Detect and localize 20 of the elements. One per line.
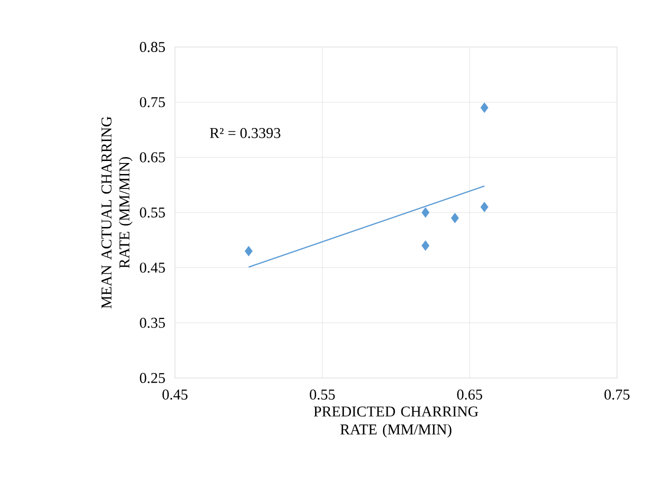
y-tick-label: 0.75 [140, 97, 165, 108]
y-tick-label: 0.85 [140, 42, 165, 52]
y-tick-label: 0.35 [140, 318, 165, 328]
point [422, 207, 430, 218]
y-axis-title: MEAN ACTUAL CHARRING RATE (MM/MIN) [101, 116, 132, 308]
point [480, 202, 488, 212]
y-tick-label: 0.65 [140, 152, 165, 162]
annotation: R² = 0.3393 [210, 128, 280, 138]
point [450, 212, 459, 224]
point [480, 102, 488, 113]
x-tick-label: 0.75 [604, 390, 630, 400]
y-tick-label: 0.25 [140, 372, 165, 384]
y-tick-label: 0.55 [140, 207, 165, 218]
x-tick-label: 0.45 [162, 390, 188, 400]
x-tick-label: 0.55 [310, 390, 335, 400]
x-tick-label: 0.65 [457, 390, 482, 400]
point [244, 246, 253, 256]
point [422, 240, 430, 251]
y-tick-label: 0.45 [140, 262, 165, 273]
x-axis-title: PREDICTED CHARRING RATE (MM/MIN) [314, 406, 478, 438]
